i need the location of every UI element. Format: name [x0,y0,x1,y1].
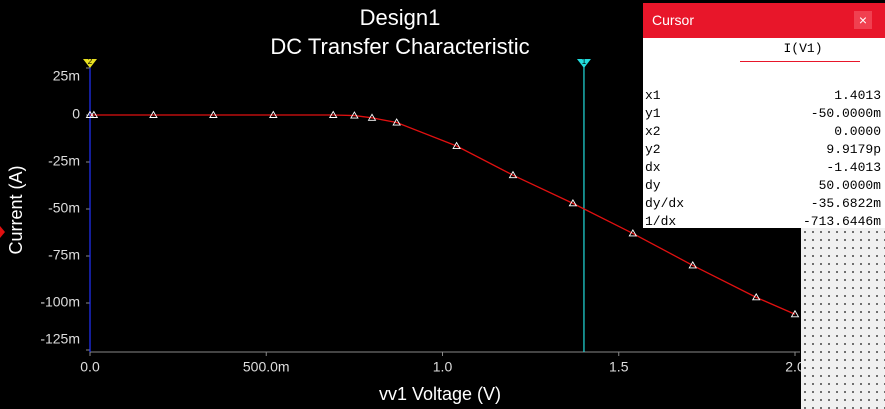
row-label: x1 [645,88,661,103]
data-point [568,198,578,207]
data-point [269,110,278,118]
data-point [688,261,698,269]
row-label: dy [645,178,661,193]
row-label: 1/dx [645,214,677,229]
cursor-row: y1 -50.0000m [645,105,881,123]
data-point [452,141,461,149]
cursor-row: dy/dx -35.6822m [645,195,881,213]
x-axis-label: vv1 Voltage (V) [379,384,501,404]
x-tick-label: 0.0 [80,359,100,375]
row-value: 50.0000m [818,178,881,193]
data-point [328,110,338,118]
y-tick-label: -75m [48,247,80,263]
panel-title: Cursor [652,12,695,28]
x-tick-label: 2.0 [785,359,801,375]
workspace-background [801,228,885,409]
series-line [90,114,796,315]
cursor-panel: Cursor × I(V1) x1 1.4013 y1 -50.0000m x2 0.000… [643,3,885,231]
cursor-row: dy 50.0000m [645,177,881,195]
x-tick-label: 500.0m [243,359,290,375]
data-point [628,229,638,237]
cursor-row: x1 1.4013 [645,87,881,105]
x-tick-label: 1.0 [433,359,453,375]
row-value: 1.4013 [834,88,881,103]
cursor-row: dx -1.4013 [645,159,881,177]
cursor-row: 1/dx -713.6446m [645,213,881,231]
y-tick-label: -125m [40,331,80,347]
y-tick-label: -25m [48,153,80,169]
data-point [751,292,761,301]
data-point [508,170,518,179]
cursor-number: 2 [88,57,93,66]
column-header: I(V1) [783,41,823,56]
cursor-rows: x1 1.4013 y1 -50.0000m x2 0.0000 y2 9.9179p dx -1… [645,87,881,231]
data-point [149,110,158,118]
row-value: -35.6822m [810,196,881,211]
cursor-row: y2 9.9179p [645,141,881,159]
row-label: dy/dx [645,196,685,211]
chart-subtitle: DC Transfer Characteristic [270,34,529,59]
row-value: -50.0000m [810,106,881,121]
row-label: x2 [645,124,661,139]
data-point [367,113,377,121]
row-label: y2 [645,142,661,157]
row-value: -1.4013 [826,160,881,175]
data-point [350,111,359,119]
x-tick-label: 1.5 [609,359,629,375]
row-value: 0.0000 [834,124,881,139]
marker-arrow [0,226,5,238]
chart-title: Design1 [360,5,441,30]
column-underline [740,61,860,62]
row-value: -713.6446m [802,214,881,229]
row-label: dx [645,160,661,175]
data-point [790,309,800,318]
data-point [89,110,99,118]
y-tick-label: -100m [40,294,80,310]
panel-header: Cursor × [643,3,885,38]
cursor-number: 1 [582,57,587,66]
y-tick-label: -50m [48,200,80,216]
chart: Design1 DC Transfer Characteristic vv1 V… [0,5,801,404]
y-axis-label: Current (A) [6,165,26,254]
y-tick-label: 0 [72,106,80,122]
cursor-handle [576,59,591,68]
data-point [209,110,218,118]
close-button[interactable]: × [854,11,872,29]
y-tick-label: 25m [53,68,80,84]
data-point [392,118,401,126]
cursor-row: x2 0.0000 [645,123,881,141]
cursor-handle [83,59,97,68]
row-value: 9.9179p [826,142,881,157]
row-label: y1 [645,106,661,121]
